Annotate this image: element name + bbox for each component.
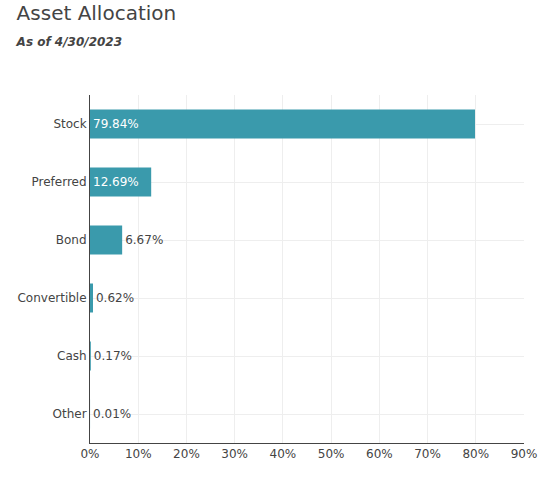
svg-text:0.62%: 0.62% (96, 291, 134, 305)
svg-text:90%: 90% (511, 447, 538, 461)
svg-text:Stock: Stock (53, 117, 86, 131)
svg-text:50%: 50% (318, 447, 345, 461)
svg-text:Preferred: Preferred (32, 175, 87, 189)
svg-text:80%: 80% (462, 447, 489, 461)
svg-text:10%: 10% (125, 447, 152, 461)
svg-text:79.84%: 79.84% (93, 117, 139, 131)
svg-text:0.01%: 0.01% (93, 407, 131, 421)
svg-text:Bond: Bond (56, 233, 87, 247)
svg-text:Asset AllocationAs of 4/30/202: Asset AllocationAs of 4/30/2023 (16, 1, 177, 49)
svg-text:6.67%: 6.67% (125, 233, 163, 247)
svg-text:12.69%: 12.69% (93, 175, 139, 189)
svg-text:20%: 20% (173, 447, 200, 461)
svg-text:30%: 30% (221, 447, 248, 461)
svg-text:70%: 70% (414, 447, 441, 461)
svg-text:60%: 60% (366, 447, 393, 461)
svg-text:0%: 0% (80, 447, 99, 461)
svg-text:40%: 40% (270, 447, 297, 461)
svg-text:Convertible: Convertible (17, 291, 86, 305)
svg-text:Other: Other (53, 407, 87, 421)
svg-text:0.17%: 0.17% (94, 349, 132, 363)
svg-text:Cash: Cash (57, 349, 87, 363)
